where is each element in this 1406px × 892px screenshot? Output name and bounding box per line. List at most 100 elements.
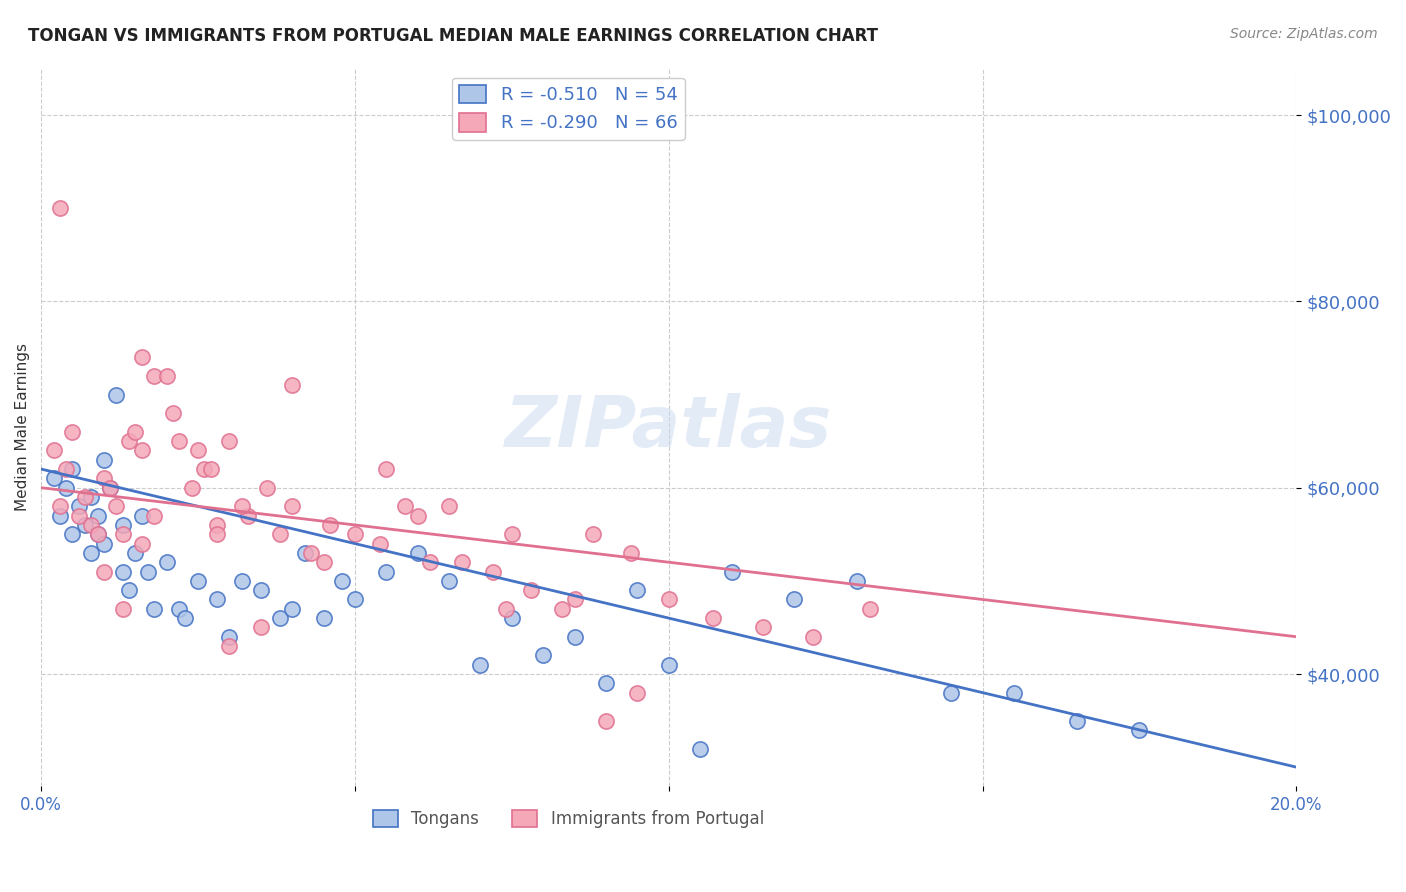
Point (193, 462, 215, 476)
Point (156, 555, 179, 569)
Point (595, 714, 617, 728)
Point (281, 602, 304, 616)
Text: ZIPatlas: ZIPatlas (505, 392, 832, 462)
Point (375, 462, 398, 476)
Point (256, 481, 278, 495)
Point (118, 434, 141, 449)
Point (118, 583, 141, 598)
Point (93, 565, 115, 579)
Point (131, 536, 153, 550)
Point (312, 555, 335, 569)
Point (941, 685, 963, 699)
Point (62, 462, 84, 476)
Point (1002, 685, 1025, 699)
Point (86, 508, 108, 523)
Point (98, 481, 121, 495)
Point (249, 583, 271, 598)
Point (67, 508, 90, 523)
Point (299, 546, 322, 560)
Point (495, 602, 517, 616)
Point (801, 630, 824, 644)
Point (343, 527, 366, 541)
Point (658, 657, 681, 672)
Point (111, 518, 134, 533)
Point (406, 546, 429, 560)
Point (626, 685, 648, 699)
Point (49, 508, 72, 523)
Point (332, 574, 354, 588)
Point (49, 500, 72, 514)
Point (143, 602, 166, 616)
Point (689, 741, 711, 756)
Point (124, 425, 146, 439)
Point (450, 555, 472, 569)
Point (131, 443, 153, 458)
Point (105, 387, 128, 401)
Point (437, 500, 460, 514)
Point (93, 536, 115, 550)
Point (93, 471, 115, 485)
Point (80, 490, 103, 504)
Point (55, 481, 77, 495)
Point (419, 555, 441, 569)
Point (80, 546, 103, 560)
Point (437, 574, 460, 588)
Point (162, 406, 184, 420)
Point (368, 536, 391, 550)
Point (218, 630, 240, 644)
Point (131, 351, 153, 365)
Point (626, 583, 648, 598)
Point (73, 490, 96, 504)
Point (231, 500, 253, 514)
Point (564, 630, 586, 644)
Point (406, 508, 429, 523)
Point (105, 500, 128, 514)
Point (846, 574, 869, 588)
Point (343, 592, 366, 607)
Point (124, 546, 146, 560)
Point (187, 574, 209, 588)
Point (136, 565, 159, 579)
Point (156, 368, 179, 383)
Point (858, 602, 880, 616)
Point (783, 592, 806, 607)
Point (269, 527, 291, 541)
Point (205, 527, 228, 541)
Point (470, 657, 492, 672)
Point (294, 546, 316, 560)
Point (1128, 723, 1150, 737)
Point (73, 518, 96, 533)
Point (312, 611, 335, 625)
Point (205, 518, 228, 533)
Point (42, 443, 65, 458)
Point (167, 602, 190, 616)
Point (720, 565, 742, 579)
Point (281, 500, 304, 514)
Point (187, 443, 209, 458)
Point (238, 508, 260, 523)
Point (595, 676, 617, 690)
Point (111, 602, 134, 616)
Point (702, 611, 724, 625)
Point (394, 500, 416, 514)
Point (80, 518, 103, 533)
Point (86, 527, 108, 541)
Point (143, 508, 166, 523)
Point (98, 481, 121, 495)
Point (180, 481, 202, 495)
Text: TONGAN VS IMMIGRANTS FROM PORTUGAL MEDIAN MALE EARNINGS CORRELATION CHART: TONGAN VS IMMIGRANTS FROM PORTUGAL MEDIA… (28, 27, 879, 45)
Point (319, 518, 342, 533)
Point (86, 527, 108, 541)
Point (1066, 714, 1088, 728)
Point (205, 592, 228, 607)
Point (531, 648, 554, 663)
Point (111, 565, 134, 579)
Point (49, 201, 72, 215)
Legend: Tongans, Immigrants from Portugal: Tongans, Immigrants from Portugal (366, 804, 770, 835)
Point (200, 462, 222, 476)
Point (519, 583, 541, 598)
Point (67, 500, 90, 514)
Point (501, 527, 523, 541)
Point (62, 425, 84, 439)
Point (131, 508, 153, 523)
